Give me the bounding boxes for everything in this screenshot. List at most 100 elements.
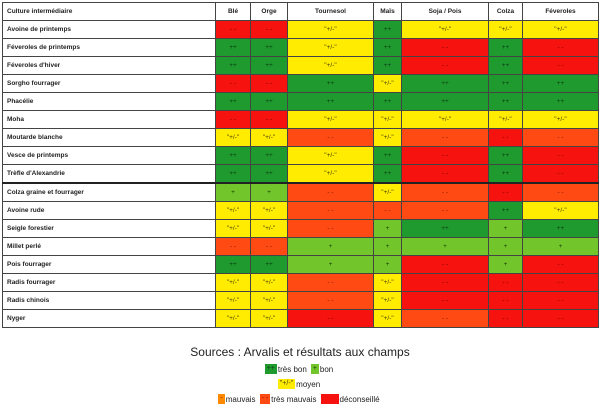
row-label: Moutarde blanche: [2, 128, 216, 147]
header-orge: Orge: [250, 2, 288, 21]
table-row: Nyger "+/-" "+/-" - - "+/-" - -- -- -: [2, 309, 599, 328]
row-label: Millet perlé: [2, 237, 216, 256]
rating-cell: - -: [401, 146, 489, 165]
rating-cell: - -: [522, 164, 599, 184]
rating-cell: "+/-": [250, 201, 288, 220]
rating-cell: - -: [215, 237, 251, 256]
rating-cell: - -: [215, 74, 251, 93]
rating-cell: ++: [488, 201, 523, 220]
rating-cell: ++: [488, 38, 523, 57]
rating-cell: "+/-": [215, 273, 251, 292]
rating-cell: +: [287, 255, 374, 274]
rating-cell: ++: [373, 164, 402, 184]
rating-cell: - -: [287, 219, 374, 238]
rating-cell: - -: [488, 273, 523, 292]
rating-cell: - -: [373, 201, 402, 220]
table-row: Sorgho fourrager - -- - ++ "+/-" ++ ++ ++: [2, 74, 599, 93]
rating-cell: ++: [250, 38, 288, 57]
rating-cell: ++: [215, 38, 251, 57]
row-label: Radis chinois: [2, 291, 216, 310]
legend-swatch: -: [218, 394, 225, 404]
row-label: Colza graine et fourrager: [2, 182, 216, 202]
rating-cell: ++: [373, 146, 402, 165]
rating-cell: ++: [215, 164, 251, 184]
rating-cell: "+/-": [250, 128, 288, 147]
legend-label: très bon: [277, 364, 307, 374]
row-label: Radis fourrager: [2, 273, 216, 292]
rating-cell: - -: [488, 128, 523, 147]
header-f-veroles: Féveroles: [522, 2, 599, 21]
rating-cell: ++: [215, 56, 251, 75]
rating-cell: +: [373, 237, 402, 256]
rating-cell: "+/-": [522, 20, 599, 39]
rating-cell: ++: [215, 92, 251, 111]
table-row: Radis fourrager "+/-" "+/-" - - "+/-" - -- --…: [2, 273, 599, 292]
rating-cell: - -: [250, 110, 288, 129]
rating-cell: ++: [401, 219, 489, 238]
rating-cell: ++: [488, 146, 523, 165]
row-label: Seigle forestier: [2, 219, 216, 238]
header-colza: Colza: [488, 2, 523, 21]
rating-cell: - -: [522, 128, 599, 147]
table-row: Moutarde blanche "+/-" "+/-" - - "+/-" - -- -…: [2, 128, 599, 147]
rating-cell: "+/-": [287, 146, 374, 165]
rating-cell: ++: [287, 92, 374, 111]
rating-cell: ++: [373, 20, 402, 39]
rating-cell: "+/-": [287, 110, 374, 129]
rating-cell: ++: [215, 146, 251, 165]
rating-cell: ++: [250, 164, 288, 184]
rating-cell: "+/-": [215, 128, 251, 147]
legend-label: très mauvais: [271, 394, 317, 404]
legend-swatch: "+/-": [277, 379, 296, 389]
rating-cell: +: [488, 237, 523, 256]
rating-cell: - -: [287, 128, 374, 147]
table-row: Moha - -- - "+/-" "+/-" "+/-" "+/-" "+/-": [2, 110, 599, 129]
rating-cell: - -: [287, 201, 374, 220]
rating-cell: - -: [250, 237, 288, 256]
compatibility-table: Culture intermédiaire Blé Orge Tournesol Maï…: [2, 2, 599, 328]
row-label: Sorgho fourrager: [2, 74, 216, 93]
rating-cell: - -: [522, 146, 599, 165]
row-label: Moha: [2, 110, 216, 129]
rating-cell: "+/-": [401, 110, 489, 129]
rating-cell: "+/-": [373, 273, 402, 292]
table-header-row: Culture intermédiaire Blé Orge Tournesol Maï…: [2, 2, 599, 21]
row-label: Pois fourrager: [2, 255, 216, 274]
rating-cell: +: [373, 255, 402, 274]
legend-label: mauvais: [225, 394, 256, 404]
rating-cell: "+/-": [250, 273, 288, 292]
rating-cell: "+/-": [373, 110, 402, 129]
rating-cell: - -: [250, 20, 288, 39]
rating-cell: "+/-": [250, 291, 288, 310]
rating-cell: ++: [250, 92, 288, 111]
rating-cell: "+/-": [522, 110, 599, 129]
row-label: Féveroles de printemps: [2, 38, 216, 57]
rating-cell: - -: [522, 38, 599, 57]
rating-cell: ++: [250, 255, 288, 274]
sources-note: Sources : Arvalis et résultats aux champ…: [190, 345, 410, 359]
rating-cell: - -: [488, 309, 523, 328]
legend-swatch: +: [310, 364, 319, 374]
rating-cell: ++: [401, 74, 489, 93]
table-row: Millet perlé - -- - + + + + +: [2, 237, 599, 256]
rating-cell: +: [488, 255, 523, 274]
rating-cell: "+/-": [250, 219, 288, 238]
rating-cell: ++: [401, 92, 489, 111]
rating-cell: - -: [401, 164, 489, 184]
table-row: Radis chinois "+/-" "+/-" - - "+/-" - -- -- -: [2, 291, 599, 310]
rating-cell: - -: [401, 291, 489, 310]
rating-cell: - -: [287, 182, 374, 202]
header-ma-s: Maïs: [373, 2, 402, 21]
rating-cell: ++: [488, 56, 523, 75]
rating-cell: "+/-": [373, 309, 402, 328]
rating-cell: - -: [287, 309, 374, 328]
rating-cell: - -: [522, 309, 599, 328]
rating-cell: +: [250, 182, 288, 202]
rating-cell: ++: [373, 38, 402, 57]
legend-swatch: [320, 394, 339, 404]
rating-cell: ++: [373, 92, 402, 111]
table-row: Pois fourrager ++ ++ + + - - + - -: [2, 255, 599, 274]
rating-cell: - -: [401, 309, 489, 328]
rating-cell: +: [373, 219, 402, 238]
rating-cell: "+/-": [215, 291, 251, 310]
